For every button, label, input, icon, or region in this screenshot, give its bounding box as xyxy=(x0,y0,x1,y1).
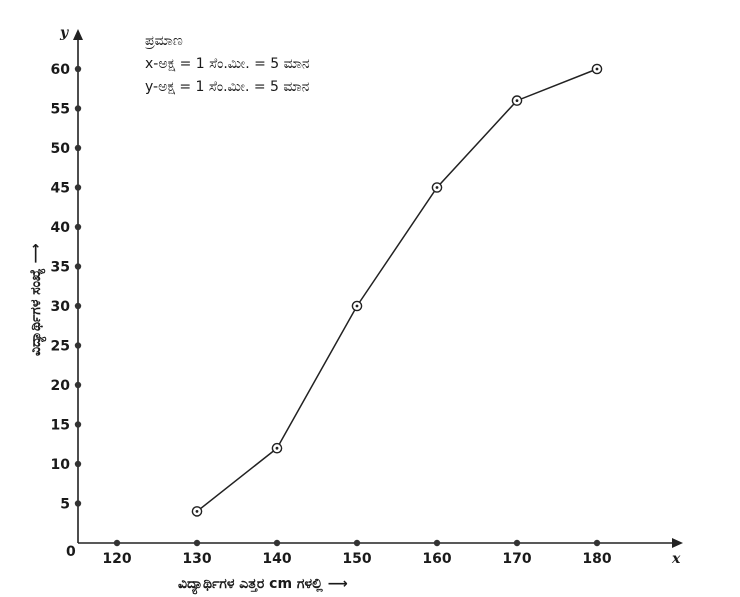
series-line xyxy=(196,68,598,512)
x-axis-title: ವಿದ್ಯಾರ್ಥಿಗಳ ಎತ್ತರ cm ಗಳಲ್ಲಿ ⟶ xyxy=(178,576,348,595)
y-tick-label: 45 xyxy=(51,181,70,197)
y-tick-label: 40 xyxy=(51,220,71,236)
y-tick-dot xyxy=(74,302,82,310)
y-axis-title: ವಿದ್ಯಾರ್ಥಿಗಳ ಸಂಖ್ಯೆ ⟶ xyxy=(28,243,47,356)
scale-legend: ಪ್ರಮಾಣ x-ಅಕ್ಷ = 1 ಸೆಂ.ಮೀ. = 5 ಮಾನ y-ಅಕ್ಷ… xyxy=(144,33,310,95)
y-tick-dot xyxy=(74,460,82,468)
x-tick-dot xyxy=(193,539,201,547)
data-point-center xyxy=(355,304,359,308)
y-tick-dot xyxy=(74,144,82,152)
x-tick-label: 140 xyxy=(262,551,291,567)
y-ticks: 5 10 15 20 25 30 35 40 45 50 55 60 xyxy=(51,62,82,513)
y-axis-arrow-icon xyxy=(73,29,83,40)
y-tick-label: 5 xyxy=(60,497,70,513)
data-point-center xyxy=(595,67,599,71)
x-tick-dot xyxy=(273,539,281,547)
scale-title: ಪ್ರಮಾಣ xyxy=(144,33,183,49)
data-point-center xyxy=(515,99,519,102)
y-tick-label: 30 xyxy=(51,299,71,315)
x-tick-label: 150 xyxy=(342,551,371,567)
y-tick-label: 35 xyxy=(51,260,70,276)
x-tick-dot xyxy=(433,539,441,547)
x-ticks: 120 130 140 150 160 170 180 xyxy=(102,539,612,567)
scale-y-line: y-ಅಕ್ಷ = 1 ಸೆಂ.ಮೀ. = 5 ಮಾನ xyxy=(145,79,310,95)
y-tick-dot xyxy=(74,105,82,112)
x-tick-label: 130 xyxy=(182,551,211,567)
x-tick-label: 180 xyxy=(582,551,611,567)
x-axis-arrow-icon xyxy=(672,538,683,548)
x-axis-letter: x xyxy=(671,551,681,567)
y-tick-dot xyxy=(74,263,82,270)
y-tick-label: 25 xyxy=(51,339,70,355)
y-axis-letter: y xyxy=(59,25,69,41)
scale-x-line: x-ಅಕ್ಷ = 1 ಸೆಂ.ಮೀ. = 5 ಮಾನ xyxy=(145,56,310,72)
data-point-center xyxy=(275,446,279,450)
y-tick-label: 60 xyxy=(51,62,71,78)
y-tick-label: 15 xyxy=(51,418,70,434)
x-tick-dot xyxy=(593,539,601,547)
y-tick-label: 20 xyxy=(51,378,71,394)
y-tick-dot xyxy=(74,184,82,191)
y-tick-label: 55 xyxy=(51,102,70,118)
y-tick-dot xyxy=(74,65,82,73)
x-tick-label: 160 xyxy=(422,551,451,567)
data-point-center xyxy=(435,186,439,189)
y-tick-label: 50 xyxy=(51,141,71,157)
data-point-center xyxy=(195,510,199,513)
y-tick-dot xyxy=(74,421,82,428)
y-tick-dot xyxy=(74,381,82,389)
x-tick-label: 120 xyxy=(102,551,131,567)
y-tick-label: 10 xyxy=(51,457,71,473)
y-tick-dot xyxy=(74,342,82,349)
x-tick-dot xyxy=(113,539,121,547)
x-tick-label: 170 xyxy=(502,551,531,567)
x-tick-dot xyxy=(513,539,521,547)
y-tick-dot xyxy=(74,500,82,507)
origin-label: 0 xyxy=(66,544,76,560)
y-tick-dot xyxy=(74,223,82,231)
series-points xyxy=(191,63,603,517)
x-tick-dot xyxy=(353,539,361,547)
